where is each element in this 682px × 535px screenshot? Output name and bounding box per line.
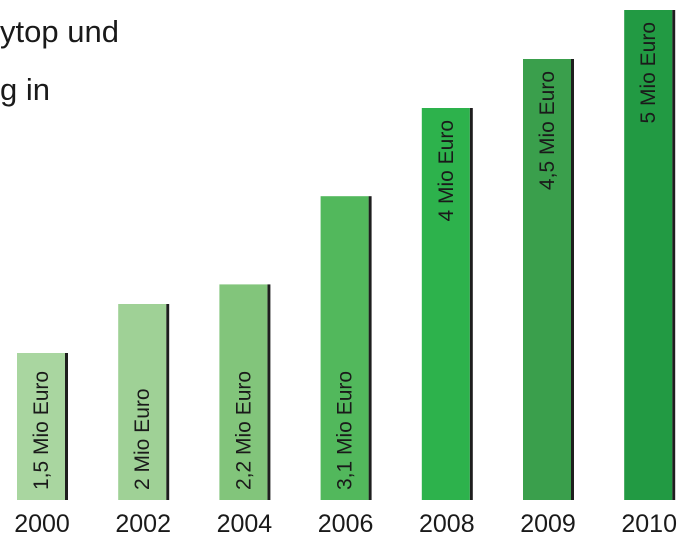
x-tick-label-2008: 2008	[419, 510, 475, 535]
bar-shadow-2009	[571, 59, 574, 500]
bar-2006	[320, 196, 369, 500]
bar-group-2010: 5 Mio Euro 2010	[621, 10, 677, 535]
bar-shadow-2006	[368, 196, 372, 500]
data-label-2010: 5 Mio Euro	[637, 22, 660, 124]
bar-shadow-2002	[166, 304, 170, 500]
data-label-2000: 1,5 Mio Euro	[30, 371, 53, 490]
data-label-2002: 2 Mio Euro	[131, 388, 154, 490]
bar-shadow-2004	[267, 284, 271, 500]
x-tick-label-2006: 2006	[318, 510, 374, 535]
data-label-2006: 3,1 Mio Euro	[334, 371, 357, 490]
bar-2000	[17, 353, 65, 500]
bar-group-2006: 3,1 Mio Euro 2006	[318, 196, 374, 535]
x-tick-label-2010: 2010	[621, 510, 677, 535]
header-text-fragment-2: g in	[0, 72, 50, 107]
data-label-2008: 4 Mio Euro	[435, 120, 458, 222]
bar-2010	[624, 10, 673, 500]
header-text-fragment-1: ytop und	[0, 14, 119, 49]
bar-group-2002: 2 Mio Euro 2002	[115, 304, 171, 535]
bar-group-2000: 1,5 Mio Euro 2000	[14, 353, 70, 535]
bar-2009	[523, 59, 571, 500]
bar-group-2004: 2,2 Mio Euro 2004	[217, 284, 273, 535]
bar-group-2009: 4,5 Mio Euro 2009	[520, 59, 576, 535]
x-tick-label-2009: 2009	[520, 510, 576, 535]
data-label-2009: 4,5 Mio Euro	[536, 71, 559, 190]
bar-2002	[118, 304, 167, 500]
data-label-2004: 2,2 Mio Euro	[232, 371, 255, 490]
bar-shadow-2010	[672, 10, 676, 500]
x-tick-label-2004: 2004	[217, 510, 273, 535]
bar-2008	[421, 108, 470, 500]
bar-group-2008: 4 Mio Euro 2008	[419, 108, 475, 535]
bar-shadow-2008	[469, 108, 473, 500]
bar-shadow-2000	[65, 353, 68, 500]
bar-2004	[219, 284, 268, 500]
x-tick-label-2000: 2000	[14, 510, 70, 535]
x-tick-label-2002: 2002	[115, 510, 171, 535]
